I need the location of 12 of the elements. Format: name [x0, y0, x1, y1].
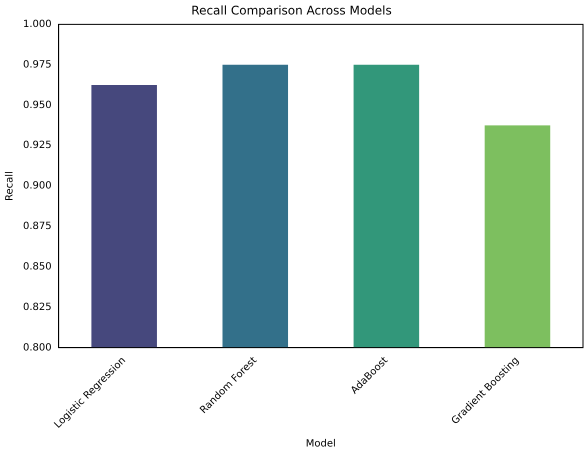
x-axis-title: Model [306, 438, 336, 450]
y-tick-label: 0.925 [22, 140, 52, 152]
y-tick-label: 0.875 [22, 221, 52, 232]
chart-title: Recall Comparison Across Models [191, 3, 392, 18]
y-tick-label: 1.000 [22, 18, 52, 30]
y-tick-label: 0.950 [22, 100, 52, 111]
y-tick-label: 0.800 [22, 342, 52, 354]
y-tick-label: 0.900 [22, 180, 52, 192]
y-tick-label: 0.850 [22, 261, 52, 272]
y-axis-title: Recall [4, 171, 16, 201]
y-tick-label: 0.825 [22, 302, 52, 313]
y-tick-label: 0.975 [22, 59, 52, 70]
